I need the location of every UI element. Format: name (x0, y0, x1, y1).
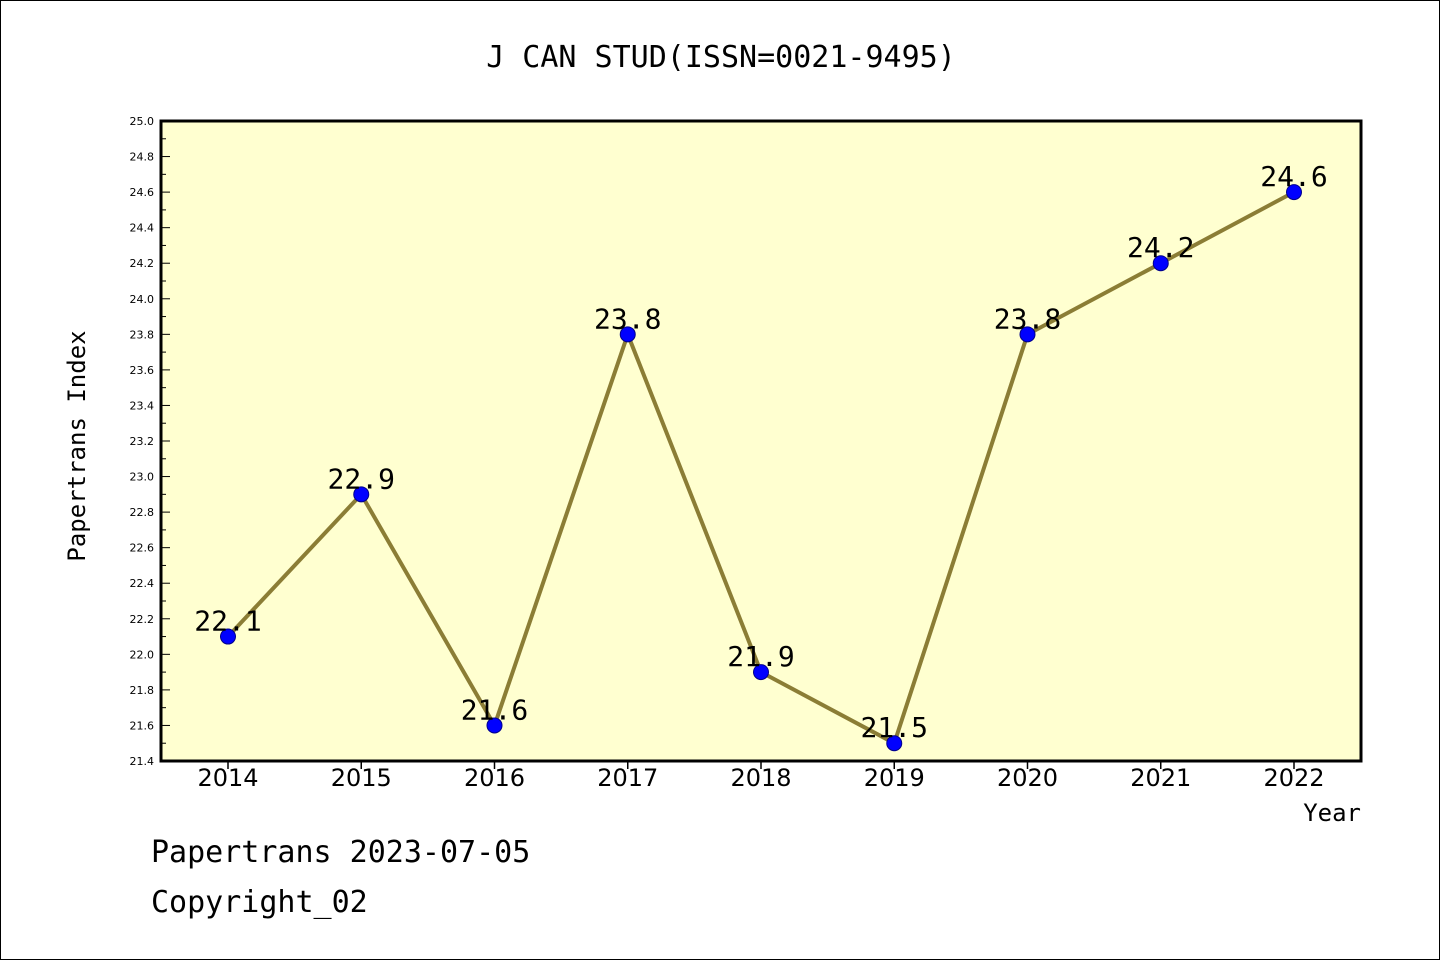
y-tick-label: 21.4 (130, 755, 155, 768)
x-tick-label: 2016 (464, 764, 525, 792)
y-tick-label: 24.8 (130, 151, 155, 164)
data-point (886, 735, 903, 752)
footer-date: Papertrans 2023-07-05 (151, 835, 531, 870)
data-point (220, 628, 236, 645)
data-label: 21.5 (861, 711, 928, 744)
y-tick-label: 24.4 (130, 222, 155, 235)
data-point (1286, 184, 1302, 201)
data-label: 24.2 (1127, 231, 1194, 264)
x-tick-label: 2019 (864, 764, 925, 792)
data-label: 21.6 (461, 693, 528, 726)
y-tick-label: 21.8 (130, 684, 155, 697)
y-tick-label: 24.0 (130, 293, 155, 306)
data-point (1152, 255, 1169, 272)
data-point (486, 717, 503, 734)
y-tick-label: 21.6 (130, 719, 155, 732)
data-point (619, 326, 636, 343)
y-tick-label: 23.6 (130, 364, 155, 377)
data-label: 24.6 (1260, 160, 1327, 193)
y-tick-label: 22.2 (130, 613, 155, 626)
y-tick-label: 22.0 (130, 648, 155, 661)
data-point (353, 486, 370, 503)
x-tick-label: 2014 (197, 764, 258, 792)
data-label: 22.1 (194, 605, 261, 638)
y-tick-label: 25.0 (130, 115, 155, 128)
x-tick-label: 2015 (331, 764, 392, 792)
data-point (753, 664, 769, 681)
x-axis-label: Year (1303, 799, 1361, 827)
y-tick-label: 23.2 (130, 435, 155, 448)
y-tick-label: 23.4 (130, 399, 155, 412)
footer-copyright: Copyright_02 (151, 885, 368, 920)
x-axis: 2014 2015 2016 2017 2018 2019 2020 2021 2022 (197, 761, 1325, 792)
y-tick-label: 22.8 (130, 506, 155, 519)
series-line-group: 22.1 22.9 21.6 23.8 21.9 21.5 23.8 24.2 24.6 (194, 160, 1328, 752)
data-label: 21.9 (727, 640, 794, 673)
y-axis: 21.4 21.6 21.8 22.0 22.2 22.4 22.6 22.8 23.0 23.2… (130, 115, 170, 768)
x-tick-label: 2018 (730, 764, 791, 792)
x-tick-label: 2017 (597, 764, 658, 792)
y-tick-label: 22.6 (130, 542, 155, 555)
x-tick-label: 2021 (1130, 764, 1191, 792)
data-label: 23.8 (594, 302, 661, 335)
x-tick-label: 2022 (1263, 764, 1324, 792)
plot-area (159, 119, 1363, 763)
data-label: 23.8 (994, 302, 1061, 335)
y-tick-label: 23.8 (130, 328, 155, 341)
y-tick-label: 22.4 (130, 577, 155, 590)
y-axis-label: Papertrans Index (63, 330, 91, 561)
y-tick-label: 23.0 (130, 471, 155, 484)
x-tick-label: 2020 (997, 764, 1058, 792)
data-point (1019, 326, 1036, 343)
chart-title: J CAN STUD(ISSN=0021-9495) (486, 40, 956, 75)
data-label: 22.9 (328, 462, 395, 495)
y-tick-label: 24.6 (130, 186, 155, 199)
y-tick-label: 24.2 (130, 257, 155, 270)
